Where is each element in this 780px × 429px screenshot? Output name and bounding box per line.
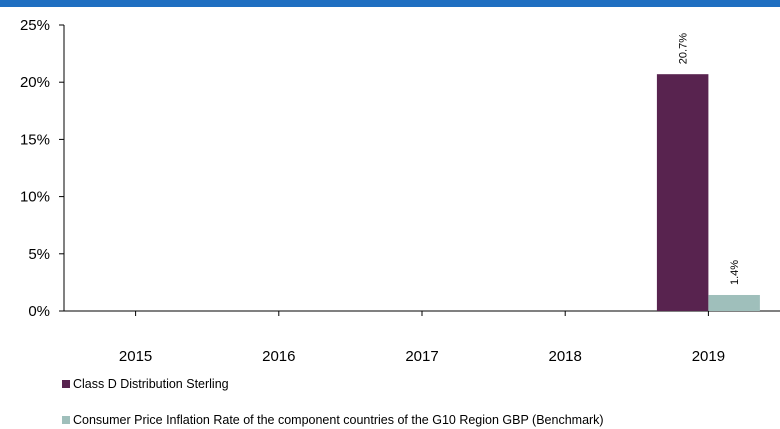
y-tick-label: 25%	[20, 17, 50, 34]
x-tick-label: 2015	[119, 348, 152, 365]
x-tick-label: 2016	[262, 348, 295, 365]
x-tick-label: 2018	[549, 348, 582, 365]
bar	[656, 74, 709, 311]
x-tick-label: 2017	[405, 348, 438, 365]
x-tick-label: 2019	[692, 348, 725, 365]
y-tick-label: 15%	[20, 131, 50, 148]
bar	[708, 294, 760, 311]
legend-swatch	[62, 416, 70, 424]
legend-label: Class D Distribution Sterling	[73, 377, 229, 391]
legend-swatch	[62, 380, 70, 388]
y-tick-label: 10%	[20, 189, 50, 206]
y-tick-label: 20%	[20, 74, 50, 91]
value-label: 1.4%	[729, 260, 741, 285]
y-tick-label: 5%	[28, 246, 50, 263]
header-strip	[0, 0, 780, 7]
value-label: 20.7%	[678, 33, 690, 64]
y-tick-label: 0%	[28, 303, 50, 320]
legend-label: Consumer Price Inflation Rate of the com…	[73, 413, 604, 427]
